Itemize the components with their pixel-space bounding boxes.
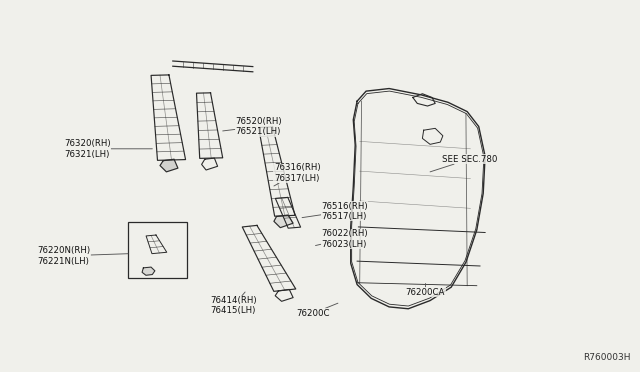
Text: 76200CA: 76200CA: [406, 283, 445, 296]
Polygon shape: [142, 267, 155, 275]
Bar: [128, 222, 187, 278]
Polygon shape: [274, 215, 293, 228]
Text: 76200C: 76200C: [296, 303, 338, 318]
Text: 76414(RH)
76415(LH): 76414(RH) 76415(LH): [210, 292, 257, 315]
Text: 76316(RH)
76317(LH): 76316(RH) 76317(LH): [274, 163, 321, 186]
Text: 76220N(RH)
76221N(LH): 76220N(RH) 76221N(LH): [37, 246, 128, 266]
Text: R760003H: R760003H: [583, 353, 630, 362]
Polygon shape: [160, 159, 178, 172]
Text: 76320(RH)
76321(LH): 76320(RH) 76321(LH): [64, 139, 152, 158]
Text: 76520(RH)
76521(LH): 76520(RH) 76521(LH): [223, 117, 282, 136]
Text: SEE SEC.780: SEE SEC.780: [430, 155, 497, 172]
Text: 76516(RH)
76517(LH): 76516(RH) 76517(LH): [302, 202, 368, 221]
Text: 76022(RH)
76023(LH): 76022(RH) 76023(LH): [316, 229, 368, 248]
